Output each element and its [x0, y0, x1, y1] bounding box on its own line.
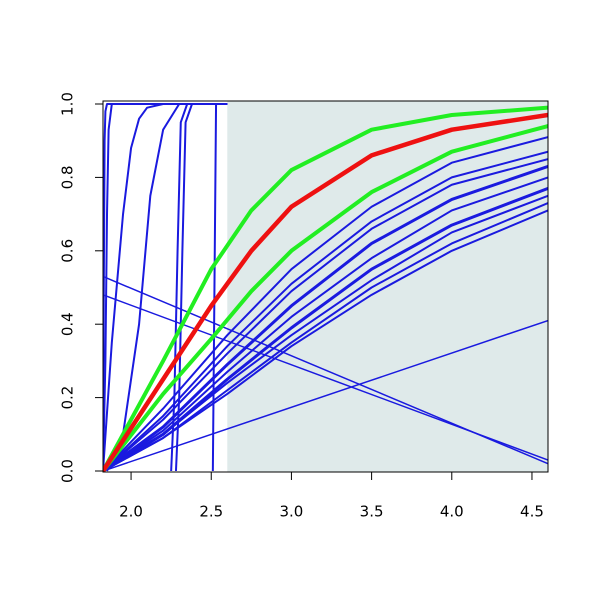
- line-series: [103, 164, 548, 472]
- line-series: [103, 112, 548, 472]
- x-tick-label: 3.0: [279, 503, 303, 521]
- line-series: [103, 176, 548, 472]
- y-tick-label: 0.2: [59, 386, 77, 410]
- y-tick-label: 0.8: [59, 165, 77, 189]
- plot-frame: [102, 100, 549, 473]
- line-series: [103, 103, 228, 472]
- line-series: [103, 103, 228, 472]
- shaded-region: [227, 101, 548, 472]
- line-series: [103, 158, 548, 472]
- y-tick-label: 0.6: [59, 239, 77, 263]
- line-series: [103, 150, 548, 472]
- plot-area: [103, 101, 548, 472]
- x-tick-label: 4.0: [440, 503, 464, 521]
- y-tick-label: 0.4: [59, 312, 77, 336]
- y-tick-label: 1.0: [59, 92, 77, 116]
- line-series: [103, 105, 548, 472]
- line-series: [103, 103, 228, 472]
- x-tick-label: 4.5: [520, 503, 544, 521]
- axes: 2.0 2.5 3.0 3.5 4.0 4.5 0.0 0.2 0.4 0.6 0.8 1.0: [59, 92, 544, 520]
- y-tick-label: 0.0: [59, 459, 77, 483]
- x-tick-label: 2.0: [119, 503, 143, 521]
- x-tick-label: 2.5: [199, 503, 223, 521]
- line-series: [103, 136, 548, 472]
- line-series: [103, 319, 548, 472]
- line-series: [103, 209, 548, 472]
- x-tick-label: 3.5: [360, 503, 384, 521]
- line-series: [103, 294, 548, 461]
- line-series: [103, 124, 548, 472]
- line-series: [103, 194, 548, 472]
